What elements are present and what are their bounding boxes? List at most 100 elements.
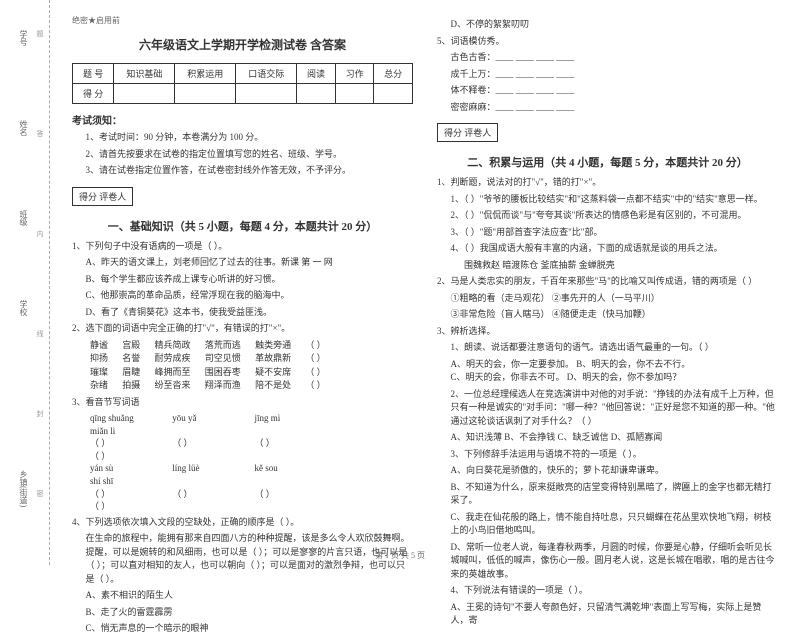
score-row2-label: 得 分 xyxy=(73,84,114,104)
s2q1-item: 3、（ ）"题"用部首查字法应查"比"部。 xyxy=(437,226,778,240)
q2-word: 耐劳成疾 xyxy=(155,352,191,366)
score-header-0: 题 号 xyxy=(73,64,114,84)
s2q3-2: 2、一位总经理候选人在竞选演讲中对他的对手说："挣钱的办法有成千上万种，但只有一… xyxy=(437,388,778,429)
margin-label-town: 乡镇(街道) xyxy=(18,470,29,507)
margin-cut-3: 线 xyxy=(35,330,45,337)
exam-title: 六年级语文上学期开学检测试卷 含答案 xyxy=(72,36,413,53)
score-header-3: 口语交际 xyxy=(236,64,297,84)
pinyin-blank[interactable]: （ ） xyxy=(90,450,170,463)
q2-word: 名誉 xyxy=(122,352,140,366)
q2-word: 静谧 xyxy=(90,339,108,353)
q3-pinyin-row: yán sù líng lüè kě sou shí shī xyxy=(72,462,413,487)
margin-label-name: 姓名 xyxy=(18,120,29,136)
q1-opt-d: D、看了《青铜葵花》这本书，使我受益匪浅。 xyxy=(72,306,413,320)
q4-opt-b: B、走了火的雷霆霹雳 xyxy=(72,606,413,620)
q2-stem: 2、选下面的词语中完全正确的打"√"，有错误的打"×"。 xyxy=(72,322,413,336)
s2q3-1-opts: A、明天的会，你一定要参加。 B、明天的会，你不去不行。 C、明天的会，你非去不… xyxy=(437,358,778,385)
section2-title: 二、积累与运用（共 4 小题，每题 5 分，本题共计 20 分） xyxy=(437,154,778,170)
s2q3-3-opt-a: A、向日葵花是骄傲的，快乐的；萝卜花却谦卑谦卑。 xyxy=(437,464,778,478)
pinyin: yán sù xyxy=(90,462,170,475)
score-box: 得分 评卷人 xyxy=(72,187,133,206)
q2-word: 触类旁通 xyxy=(255,339,291,353)
q3-blank-row[interactable]: （ ） （ ） （ ） （ ） xyxy=(72,437,413,462)
notice-title: 考试须知： xyxy=(72,112,413,127)
pinyin: miǎn lì xyxy=(90,425,170,438)
q2-blank[interactable]: （ ） xyxy=(305,352,325,366)
margin-label-school: 学校 xyxy=(18,300,29,316)
q2-word: 司空见惯 xyxy=(205,352,241,366)
score-cell[interactable] xyxy=(297,84,336,104)
pinyin: shí shī xyxy=(90,475,170,488)
pinyin: líng lüè xyxy=(172,462,252,475)
pinyin-blank[interactable]: （ ） xyxy=(255,488,335,501)
q2-word: 围困吞枣 xyxy=(205,366,241,380)
q3-pinyin-row: qīng shuǎng yōu yǎ jīng mì miǎn lì xyxy=(72,412,413,437)
pinyin-blank[interactable]: （ ） xyxy=(255,437,335,450)
q5-item[interactable]: 体不释卷：____ ____ ____ ____ xyxy=(437,84,778,98)
q2-word: 宫殿 xyxy=(122,339,140,353)
notice-item: 3、请在试卷指定位置作答，在试卷密封线外作答无效，不予评分。 xyxy=(72,164,413,178)
q2-word: 落荒而逃 xyxy=(205,339,241,353)
q2-word: 陪不是处 xyxy=(255,379,291,393)
q2-word: 疑不安席 xyxy=(255,366,291,380)
q2-word: 璀璨 xyxy=(90,366,108,380)
score-header-4: 阅读 xyxy=(297,64,336,84)
q3-blank-row[interactable]: （ ） （ ） （ ） （ ） xyxy=(72,488,413,513)
q2-word: 抑扬 xyxy=(90,352,108,366)
margin-label-id: 学号 xyxy=(18,30,29,46)
score-header-2: 积累运用 xyxy=(175,64,236,84)
s2q3-stem: 3、辨析选择。 xyxy=(437,325,778,339)
s2q1-item: 1、（ ）"爷爷的腰板比较结实"和"这蒸料袋一点都不结实"中的"结实"意思一样。 xyxy=(437,193,778,207)
q1-opt-c: C、他那崇高的革命品质，经常浮现在我的脑海中。 xyxy=(72,289,413,303)
margin-cut-4: 封 xyxy=(35,410,45,417)
q5-item[interactable]: 成千上万：____ ____ ____ ____ xyxy=(437,68,778,82)
q2-word: 杂绪 xyxy=(90,379,108,393)
score-box-2: 得分 评卷人 xyxy=(437,123,498,142)
s2q3-4-opt-a: A、王冕的诗句"不要人夸颜色好，只留清气满乾坤"表面上写写梅，实际上是赞人，寄 xyxy=(437,601,778,628)
s2q3-3-opt-b: B、不知道为什么，原来挺敞亮的店堂变得特别黑暗了，牌匾上的金字也都无精打采了。 xyxy=(437,481,778,508)
section1-title: 一、基础知识（共 5 小题，每题 4 分，本题共计 20 分） xyxy=(72,218,413,234)
s2q3-1: 1、朗读、说话都要注意语句的语气。请选出语气最重的一句。（ ） xyxy=(437,341,778,355)
q1-opt-a: A、昨天的语文课上，刘老师回忆了过去的往事。新课 第 一 网 xyxy=(72,256,413,270)
pinyin: kě sou xyxy=(255,462,335,475)
pinyin-blank[interactable]: （ ） xyxy=(172,488,252,501)
q2-word: 精兵简政 xyxy=(155,339,191,353)
q2-row: 杂绪 拍摄 纷至沓来 翔泽而渔 陪不是处 （ ） xyxy=(72,379,413,393)
score-header-6: 总分 xyxy=(374,64,413,84)
s2q2-item: ③非常危险（盲人瞎马） ④随便走走（快马加鞭） xyxy=(437,308,778,322)
q2-word: 峰拥而至 xyxy=(155,366,191,380)
margin-cut-1: 答 xyxy=(35,130,45,137)
q2-blank[interactable]: （ ） xyxy=(305,339,325,353)
score-cell[interactable] xyxy=(114,84,175,104)
q4-opt-a: A、素不相识的陌生人 xyxy=(72,589,413,603)
pinyin: yōu yǎ xyxy=(172,412,252,425)
s2q2-item: ①粗略的看（走马观花） ②事先开的人（一马平川） xyxy=(437,292,778,306)
q5-stem: 5、词语模仿秀。 xyxy=(437,35,778,49)
q2-blank[interactable]: （ ） xyxy=(305,379,325,393)
content-area: 绝密★启用前 六年级语文上学期开学检测试卷 含答案 题 号 知识基础 积累运用 … xyxy=(50,0,800,565)
score-cell[interactable] xyxy=(335,84,374,104)
q3-stem: 3、看音节写词语 xyxy=(72,396,413,410)
binding-margin: 学号 姓名 班级 学校 乡镇(街道) 题 答 内 线 封 密 xyxy=(0,0,50,565)
margin-cut-2: 内 xyxy=(35,230,45,237)
score-cell[interactable] xyxy=(175,84,236,104)
score-cell[interactable] xyxy=(374,84,413,104)
left-column: 绝密★启用前 六年级语文上学期开学检测试卷 含答案 题 号 知识基础 积累运用 … xyxy=(60,15,425,560)
q4-stem: 4、下列选项依次填入文段的空缺处，正确的顺序是（ ）。 xyxy=(72,516,413,530)
pinyin-blank[interactable]: （ ） xyxy=(90,437,170,450)
notice-item: 1、考试时间：90 分钟，本卷满分为 100 分。 xyxy=(72,131,413,145)
q2-word: 眉睫 xyxy=(122,366,140,380)
pinyin-blank[interactable]: （ ） xyxy=(172,437,252,450)
page-footer: 第 1 页 共 5 页 xyxy=(0,550,800,561)
q4-opt-d: D、不停的絮絮叨叨 xyxy=(437,18,778,32)
pinyin-blank[interactable]: （ ） xyxy=(90,488,170,501)
score-header-5: 习作 xyxy=(335,64,374,84)
s2q1-item: 4、（ ）我国成语大般有丰富的内涵，下面的成语就是谈的用兵之法。 xyxy=(437,242,778,256)
pinyin: qīng shuǎng xyxy=(90,412,170,425)
page-container: 学号 姓名 班级 学校 乡镇(街道) 题 答 内 线 封 密 绝密★启用前 六年… xyxy=(0,0,800,565)
pinyin-blank[interactable]: （ ） xyxy=(90,500,170,513)
q5-item[interactable]: 密密麻麻：____ ____ ____ ____ xyxy=(437,101,778,115)
q5-item[interactable]: 古色古香：____ ____ ____ ____ xyxy=(437,51,778,65)
score-cell[interactable] xyxy=(236,84,297,104)
q2-blank[interactable]: （ ） xyxy=(305,366,325,380)
